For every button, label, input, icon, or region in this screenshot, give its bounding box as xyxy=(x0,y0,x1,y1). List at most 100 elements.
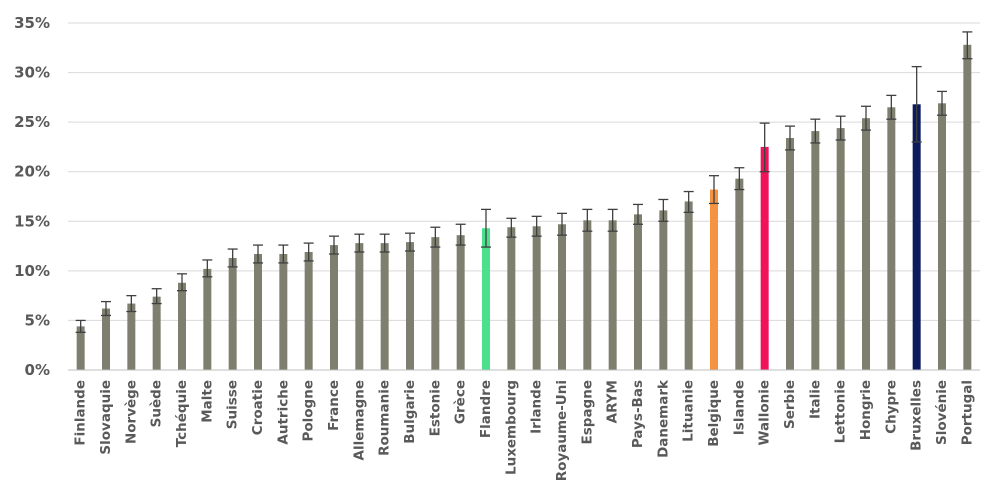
bar-estonie xyxy=(431,237,440,370)
bar-malte xyxy=(203,268,212,370)
x-tick-label: Flandre xyxy=(478,380,494,438)
error-bars xyxy=(75,31,973,333)
x-tick-label: Estonie xyxy=(427,380,443,436)
y-axis-tick-labels: 0% 5% 10% 15% 20% 25% 30% 35% xyxy=(14,14,50,379)
x-tick-label: Malte xyxy=(199,380,215,423)
x-tick-label: Islande xyxy=(731,380,747,435)
x-tick-label: Danemark xyxy=(655,379,671,458)
x-tick-label: Wallonie xyxy=(757,380,773,445)
bar-lituanie xyxy=(684,201,693,370)
error-bar xyxy=(430,226,441,248)
error-bar xyxy=(101,300,111,317)
x-tick-label: Grèce xyxy=(453,380,469,424)
x-tick-label: Italie xyxy=(807,380,823,419)
bar-france xyxy=(330,245,338,370)
bar-islande xyxy=(735,178,744,370)
gridlines xyxy=(68,22,980,321)
error-bar xyxy=(455,223,466,246)
error-bar xyxy=(658,198,669,222)
bar-suisse xyxy=(228,257,237,370)
error-bar xyxy=(481,208,491,248)
bar-norvège xyxy=(127,303,136,370)
bar-danemark xyxy=(659,210,668,370)
x-tick-label: Autriche xyxy=(275,380,291,445)
error-bar xyxy=(557,212,567,236)
x-tick-label: Slovaquie xyxy=(98,380,114,455)
error-bar xyxy=(278,244,289,264)
x-tick-label: Finlande xyxy=(73,380,89,446)
bar-irlande xyxy=(532,226,541,370)
bar-grèce xyxy=(456,235,465,370)
error-bar xyxy=(253,244,263,264)
x-tick-label: Lettonie xyxy=(833,380,849,443)
x-tick-label: Pologne xyxy=(301,380,317,442)
error-bar xyxy=(531,215,542,237)
x-tick-label: Suède xyxy=(149,380,165,427)
bar-roumanie xyxy=(380,243,389,370)
x-tick-label: Hongrie xyxy=(858,380,874,440)
bar-bruxelles xyxy=(912,104,921,370)
bar-serbie xyxy=(786,138,794,370)
x-tick-label: Lituanie xyxy=(681,380,697,442)
error-bar xyxy=(835,115,846,141)
error-bar xyxy=(683,190,694,214)
bars xyxy=(76,44,972,371)
x-tick-label: Serbie xyxy=(782,380,798,429)
bar-luxembourg xyxy=(507,227,516,370)
bar-hongrie xyxy=(862,118,870,370)
error-bar xyxy=(861,105,871,131)
x-tick-label: Norvège xyxy=(123,380,139,444)
error-bar xyxy=(329,235,339,255)
x-tick-label: Croatie xyxy=(250,380,266,435)
bar-allemagne xyxy=(355,243,364,370)
bar-suède xyxy=(152,296,161,370)
x-tick-label: Luxembourg xyxy=(503,380,519,475)
y-tick-label: 15% xyxy=(14,212,50,230)
error-bar xyxy=(962,31,973,60)
error-bar xyxy=(937,90,947,116)
bar-autriche xyxy=(279,254,288,370)
x-tick-label: Bruxelles xyxy=(909,380,925,451)
error-bar xyxy=(759,122,770,173)
error-bar xyxy=(354,233,365,253)
x-tick-label: Roumanie xyxy=(377,380,393,456)
y-tick-label: 5% xyxy=(25,311,50,329)
bar-wallonie xyxy=(760,146,769,370)
error-bar xyxy=(126,294,137,313)
error-bar xyxy=(379,233,390,253)
error-bar xyxy=(75,319,86,333)
bar-bulgarie xyxy=(406,242,414,370)
x-tick-label: Royaume-Uni xyxy=(554,380,570,481)
error-bar xyxy=(911,65,922,143)
error-bar xyxy=(810,118,821,144)
bar-slovénie xyxy=(938,103,946,370)
bar-chypre xyxy=(887,107,896,371)
error-bar xyxy=(506,217,517,238)
x-tick-label: Suisse xyxy=(225,380,241,429)
bar-italie xyxy=(811,131,820,370)
x-tick-label: Bulgarie xyxy=(402,380,418,444)
x-tick-label: France xyxy=(326,380,342,431)
y-tick-label: 20% xyxy=(14,163,50,181)
error-bar xyxy=(303,242,314,262)
bar-royaume-uni xyxy=(558,224,566,370)
error-bar xyxy=(202,259,213,278)
error-bar xyxy=(734,167,745,191)
error-bar xyxy=(709,175,719,205)
y-tick-label: 0% xyxy=(25,361,50,379)
x-axis-tick-labels: Finlande Slovaquie Norvège Suède Tchéquie Mal… xyxy=(73,379,976,481)
bar-espagne xyxy=(583,220,592,370)
error-bar xyxy=(227,248,238,268)
error-bar xyxy=(177,273,187,292)
bar-lettonie xyxy=(836,128,845,370)
x-tick-label: Tchéquie xyxy=(174,380,190,447)
bar-croatie xyxy=(254,254,262,370)
y-tick-label: 35% xyxy=(14,14,50,32)
error-bar xyxy=(785,125,795,151)
x-tick-label: Irlande xyxy=(529,380,545,434)
x-tick-label: Portugal xyxy=(959,380,975,445)
y-tick-label: 25% xyxy=(14,113,50,131)
bar-finlande xyxy=(76,326,85,370)
x-tick-label: Allemagne xyxy=(351,380,367,460)
